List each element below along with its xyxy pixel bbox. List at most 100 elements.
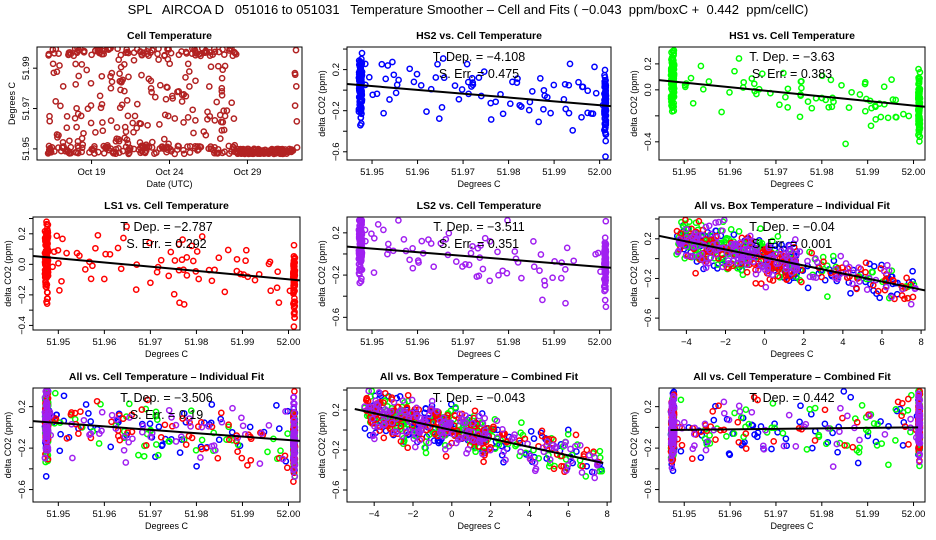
data-point-cell <box>211 117 219 124</box>
data-point-hs1 <box>784 104 792 111</box>
data-point-cell <box>198 50 206 57</box>
data-point-hs2 <box>514 75 521 82</box>
data-point-cell <box>180 150 188 158</box>
data-point-cell <box>164 47 172 52</box>
data-point-hs2 <box>601 110 608 118</box>
data-point-hs1 <box>670 107 678 115</box>
data-point-ls1 <box>233 267 241 275</box>
data-point-cell <box>44 150 52 157</box>
data-point-hs2 <box>357 120 365 127</box>
data-point-cell <box>231 49 239 57</box>
data-point-hs2 <box>840 388 848 395</box>
data-point-ls2 <box>907 300 915 308</box>
data-point-cell <box>115 137 123 145</box>
panel-title: LS2 vs. Cell Temperature <box>417 200 542 212</box>
data-point-hs1 <box>872 103 879 111</box>
data-point-hs2 <box>583 462 591 470</box>
data-point-ls1 <box>862 259 870 267</box>
data-point-ls2 <box>499 267 507 275</box>
data-point-ls2 <box>834 275 842 283</box>
data-point-cell <box>115 56 123 64</box>
data-point-ls2 <box>736 408 744 415</box>
data-point-ls2 <box>601 243 609 250</box>
figure-title: SPL AIRCOA D 051016 to 051031 Temperatur… <box>127 2 809 17</box>
data-point-hs1 <box>780 69 787 77</box>
data-point-cell <box>164 84 171 91</box>
data-point-ls2 <box>916 420 924 427</box>
data-point-ls2 <box>290 409 298 417</box>
data-point-ls1 <box>92 244 99 252</box>
data-point-cell <box>123 47 131 53</box>
data-point-cell <box>78 144 86 152</box>
data-point-ls2 <box>601 287 608 295</box>
data-point-hs2 <box>601 66 609 74</box>
data-point-ls1 <box>692 269 699 277</box>
y-tick-label: 0.2 <box>17 227 28 240</box>
data-point-ls1 <box>195 275 203 283</box>
data-point-ls2 <box>440 414 447 422</box>
data-point-hs1 <box>697 62 705 70</box>
data-point-ls1 <box>44 289 51 296</box>
data-point-cell <box>117 63 125 71</box>
data-point-ls1 <box>225 421 232 429</box>
data-point-ls2 <box>731 240 739 248</box>
data-point-hs2 <box>60 392 68 400</box>
data-point-ls1 <box>208 277 216 285</box>
data-point-cell <box>55 131 62 139</box>
x-tick-label: 4 <box>527 509 532 520</box>
data-point-hs2 <box>447 400 455 408</box>
data-point-ls2 <box>187 423 194 430</box>
data-point-cell <box>72 148 79 156</box>
data-point-cell <box>243 148 250 156</box>
data-point-ls1 <box>77 408 84 415</box>
data-point-ls1 <box>171 257 179 264</box>
data-point-hs2 <box>697 454 705 461</box>
data-point-ls1 <box>43 220 51 228</box>
x-tick-label: 2 <box>488 509 493 520</box>
data-point-hs1 <box>192 446 200 454</box>
data-point-cell <box>184 143 191 150</box>
data-point-ls1 <box>904 294 911 302</box>
y-tick-label: 51.95 <box>21 137 32 161</box>
data-point-ls1 <box>380 434 388 442</box>
data-point-ls1 <box>87 275 95 283</box>
data-point-cell <box>194 143 201 150</box>
data-point-ls2 <box>463 449 470 457</box>
data-point-ls1 <box>267 287 275 295</box>
data-point-cell <box>155 56 162 63</box>
data-point-ls2 <box>185 415 193 422</box>
data-point-ls2 <box>457 435 464 442</box>
data-point-ls2 <box>510 434 518 441</box>
data-point-cell <box>77 47 84 53</box>
data-point-ls1 <box>144 396 152 404</box>
x-tick-label: 52.00 <box>277 509 301 520</box>
data-point-ls2 <box>425 411 433 419</box>
data-point-hs2 <box>710 262 718 270</box>
data-point-cell <box>291 102 299 109</box>
data-point-cell <box>130 128 137 136</box>
data-point-ls2 <box>769 271 776 279</box>
data-point-hs1 <box>915 113 923 120</box>
data-point-cell <box>79 141 87 148</box>
data-point-cell <box>123 97 131 104</box>
x-tick-label: Oct 29 <box>233 167 261 178</box>
data-point-ls1 <box>119 415 127 423</box>
data-point-ls2 <box>258 430 266 437</box>
data-point-hs2 <box>847 289 854 297</box>
data-point-hs1 <box>815 431 823 439</box>
data-point-ls2 <box>682 242 690 250</box>
data-point-cell <box>107 73 114 80</box>
data-point-ls2 <box>69 454 76 462</box>
data-point-ls2 <box>500 448 508 455</box>
data-point-hs1 <box>517 429 525 437</box>
data-point-ls2 <box>290 400 298 407</box>
data-point-ls1 <box>849 443 857 451</box>
data-point-ls2 <box>601 262 609 270</box>
data-point-ls2 <box>792 443 800 450</box>
data-point-hs2 <box>536 75 544 82</box>
data-point-ls2 <box>725 259 733 267</box>
data-point-ls2 <box>238 414 245 422</box>
data-point-cell <box>49 60 57 68</box>
data-point-cell <box>292 47 300 54</box>
